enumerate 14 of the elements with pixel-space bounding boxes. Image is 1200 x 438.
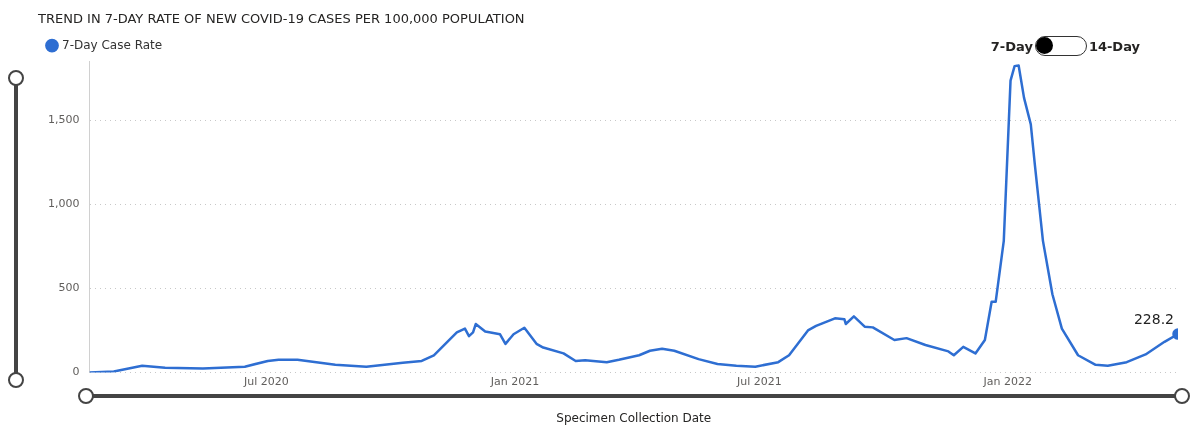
- x-axis-title: Specimen Collection Date: [556, 410, 712, 425]
- y-tick-label: 500: [58, 281, 80, 295]
- y-tick-label: 1,500: [47, 113, 80, 127]
- y-tick-label: 1,000: [47, 197, 80, 211]
- text: 7-Day: [990, 38, 1033, 54]
- x-tick-label: Jan 2021: [489, 374, 540, 388]
- data-label: 228.2: [1133, 310, 1174, 327]
- x-tick-label: Jul 2020: [243, 374, 289, 388]
- text: 14-Day: [1088, 38, 1140, 54]
- chart-title: TREND IN 7-DAY RATE OF NEW COVID-19 CASES PER 100,000 POPULATION: [37, 11, 525, 27]
- y-tick-label: 0: [72, 365, 80, 379]
- x-tick-label: Jan 2022: [982, 374, 1033, 388]
- x-tick-label: Jul 2021: [735, 374, 782, 388]
- legend-label: 7-Day Case Rate: [62, 37, 163, 52]
